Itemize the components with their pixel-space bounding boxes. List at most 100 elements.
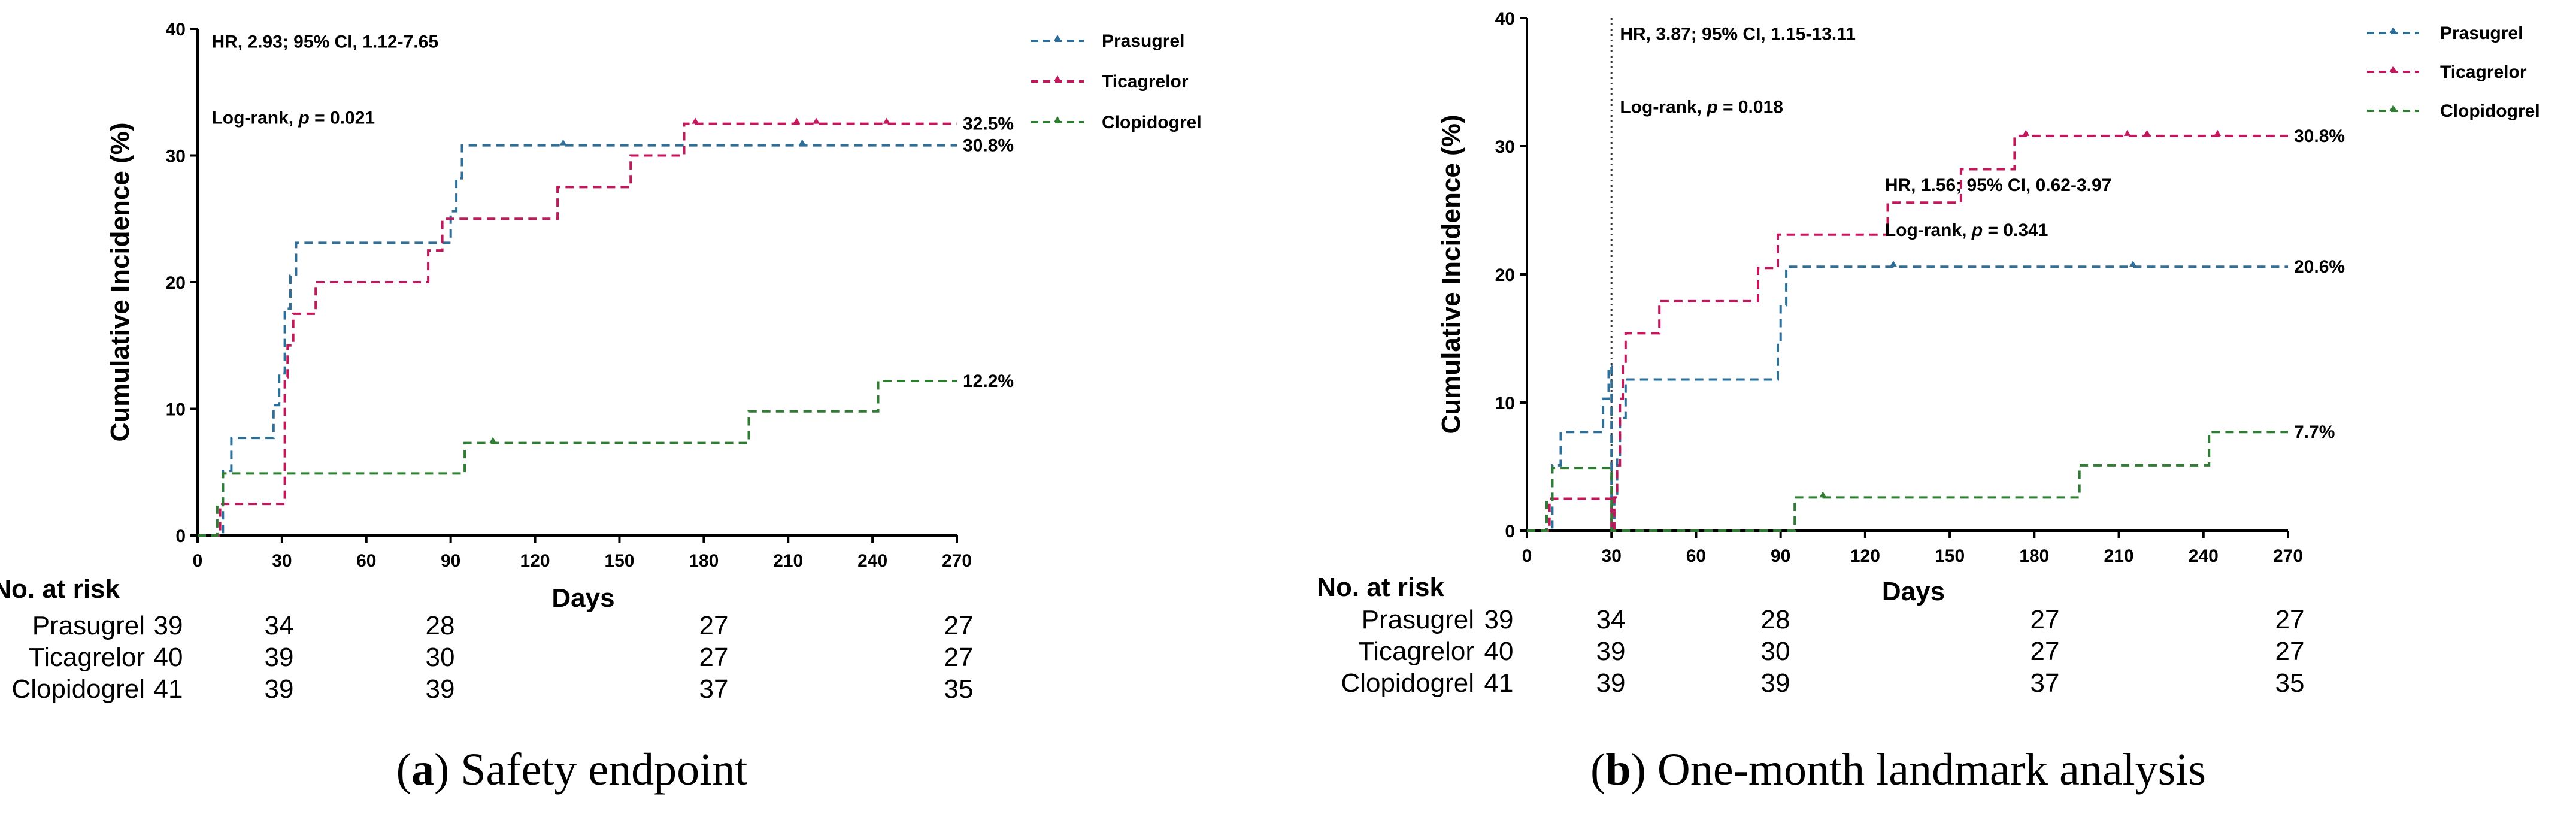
series-prasugrel: 20.6% (1527, 257, 2345, 532)
risk-value: 39 (1596, 637, 1626, 666)
x-tick-label: 150 (1935, 546, 1965, 566)
y-tick-label: 20 (1495, 265, 1515, 285)
risk-value: 41 (1484, 668, 1514, 698)
risk-value: 39 (1596, 668, 1626, 698)
risk-value: 30 (1761, 637, 1790, 666)
censor-mark (1889, 261, 1897, 267)
censor-mark (813, 117, 820, 124)
end-label-ticagrelor: 30.8% (2294, 126, 2345, 146)
x-tick-label: 240 (857, 551, 887, 571)
legend-marker (2389, 105, 2397, 111)
annotation: HR, 3.87; 95% CI, 1.15-13.11 (1620, 24, 1856, 44)
y-axis-title: Cumulative Incidence (%) (105, 122, 135, 441)
risk-value: 39 (154, 611, 183, 640)
caption-letter: b (1605, 745, 1631, 795)
y-tick-label: 20 (166, 273, 186, 293)
series-line-clopidogrel (198, 380, 957, 537)
annotation-text: Log-rank, (1885, 220, 1972, 240)
censor-mark (2022, 129, 2030, 136)
annotation-text: Log-rank, (1620, 97, 1707, 117)
risk-value: 40 (154, 643, 183, 672)
censor-mark (1819, 491, 1827, 498)
annotation-italic: p (1971, 220, 1983, 240)
risk-value: 34 (1596, 605, 1626, 634)
y-tick-label: 40 (1495, 9, 1515, 29)
x-tick-label: 270 (2273, 546, 2303, 566)
series-ticagrelor: 32.5% (198, 114, 1014, 537)
annotation: HR, 1.56; 95% CI, 0.62-3.97 (1885, 176, 2112, 195)
risk-table-title: No. at risk (1317, 573, 1444, 602)
annotation-text: HR, 2.93; 95% CI, 1.12-7.65 (211, 32, 438, 52)
legend-label: Ticagrelor (1102, 72, 1189, 92)
censor-mark (2143, 129, 2151, 136)
risk-value: 30 (426, 643, 455, 672)
annotation-italic: p (1706, 97, 1717, 117)
risk-group-label: Clopidogrel (1341, 668, 1474, 698)
risk-value: 28 (1761, 605, 1790, 634)
x-tick-label: 210 (773, 551, 803, 571)
annotation-text: Log-rank, (211, 108, 298, 128)
risk-value: 37 (2031, 668, 2060, 698)
risk-value: 27 (2031, 637, 2060, 666)
legend-item-ticagrelor: Ticagrelor (2367, 62, 2527, 82)
legend-item-prasugrel: Prasugrel (1031, 31, 1184, 51)
series-line-ticagrelor (198, 122, 957, 537)
legend-item-clopidogrel: Clopidogrel (1031, 113, 1202, 132)
caption-text: ) One-month landmark analysis (1631, 745, 2206, 795)
y-tick-label: 10 (1495, 394, 1515, 413)
risk-value: 27 (699, 643, 729, 672)
y-tick-label: 30 (166, 147, 186, 167)
annotation: Log-rank, p = 0.341 (1885, 220, 2048, 240)
risk-value: 27 (2031, 605, 2060, 634)
legend-item-prasugrel: Prasugrel (2367, 23, 2523, 43)
x-tick-label: 30 (272, 551, 292, 571)
censor-mark (2129, 261, 2137, 267)
risk-value: 39 (265, 674, 294, 704)
censor-mark (883, 117, 890, 124)
censor-mark (692, 117, 699, 124)
legend-label: Clopidogrel (2440, 101, 2540, 121)
chart-panel-b: 0 10 20 30 40 0 30 60 90 120 150 180 210 240 270 Cumula… (1317, 9, 2539, 795)
risk-value: 28 (426, 611, 455, 640)
annotation-italic: p (298, 108, 309, 128)
x-tick-label: 90 (441, 551, 460, 571)
end-label-prasugrel: 30.8% (963, 136, 1014, 156)
x-tick-label: 90 (1771, 546, 1790, 566)
y-tick-label: 40 (166, 20, 186, 40)
x-tick-label: 120 (1850, 546, 1880, 566)
annotation-suffix: = 0.021 (310, 108, 375, 128)
series-line-prasugrel (198, 144, 957, 537)
annotation-suffix: = 0.018 (1718, 97, 1783, 117)
x-axis-title: Days (551, 583, 614, 613)
caption-paren-open: ( (396, 745, 411, 795)
panel-caption: (a) Safety endpoint (396, 745, 748, 795)
x-tick-label: 60 (1686, 546, 1706, 566)
x-tick-label: 270 (942, 551, 972, 571)
caption-letter: a (411, 745, 434, 795)
x-tick-label: 150 (604, 551, 634, 571)
x-tick-label: 120 (520, 551, 550, 571)
legend-marker (1054, 75, 1061, 81)
risk-value: 27 (944, 643, 974, 672)
risk-value: 37 (699, 674, 729, 704)
risk-value: 40 (1484, 637, 1514, 666)
risk-value: 27 (699, 611, 729, 640)
risk-value: 34 (265, 611, 294, 640)
x-axis-title: Days (1882, 577, 1945, 606)
caption-paren-open: ( (1590, 745, 1605, 795)
legend-item-ticagrelor: Ticagrelor (1031, 72, 1189, 92)
annotation: HR, 2.93; 95% CI, 1.12-7.65 (211, 32, 438, 52)
caption-text: ) Safety endpoint (434, 745, 747, 795)
x-tick-label: 180 (689, 551, 719, 571)
annotation: Log-rank, p = 0.021 (211, 108, 375, 128)
x-tick-label: 180 (2019, 546, 2049, 566)
y-tick-label: 10 (166, 400, 186, 420)
risk-group-label: Prasugrel (32, 611, 145, 640)
series-line-ticagrelor (1527, 134, 2288, 532)
censor-mark (2123, 129, 2131, 136)
risk-table: No. at risk Prasugrel 39 34 28 27 27 Ticagrelor… (1317, 573, 2304, 698)
risk-table-title: No. at risk (0, 574, 120, 604)
legend-marker (2389, 27, 2397, 33)
series-clopidogrel: 12.2% (198, 371, 1014, 537)
